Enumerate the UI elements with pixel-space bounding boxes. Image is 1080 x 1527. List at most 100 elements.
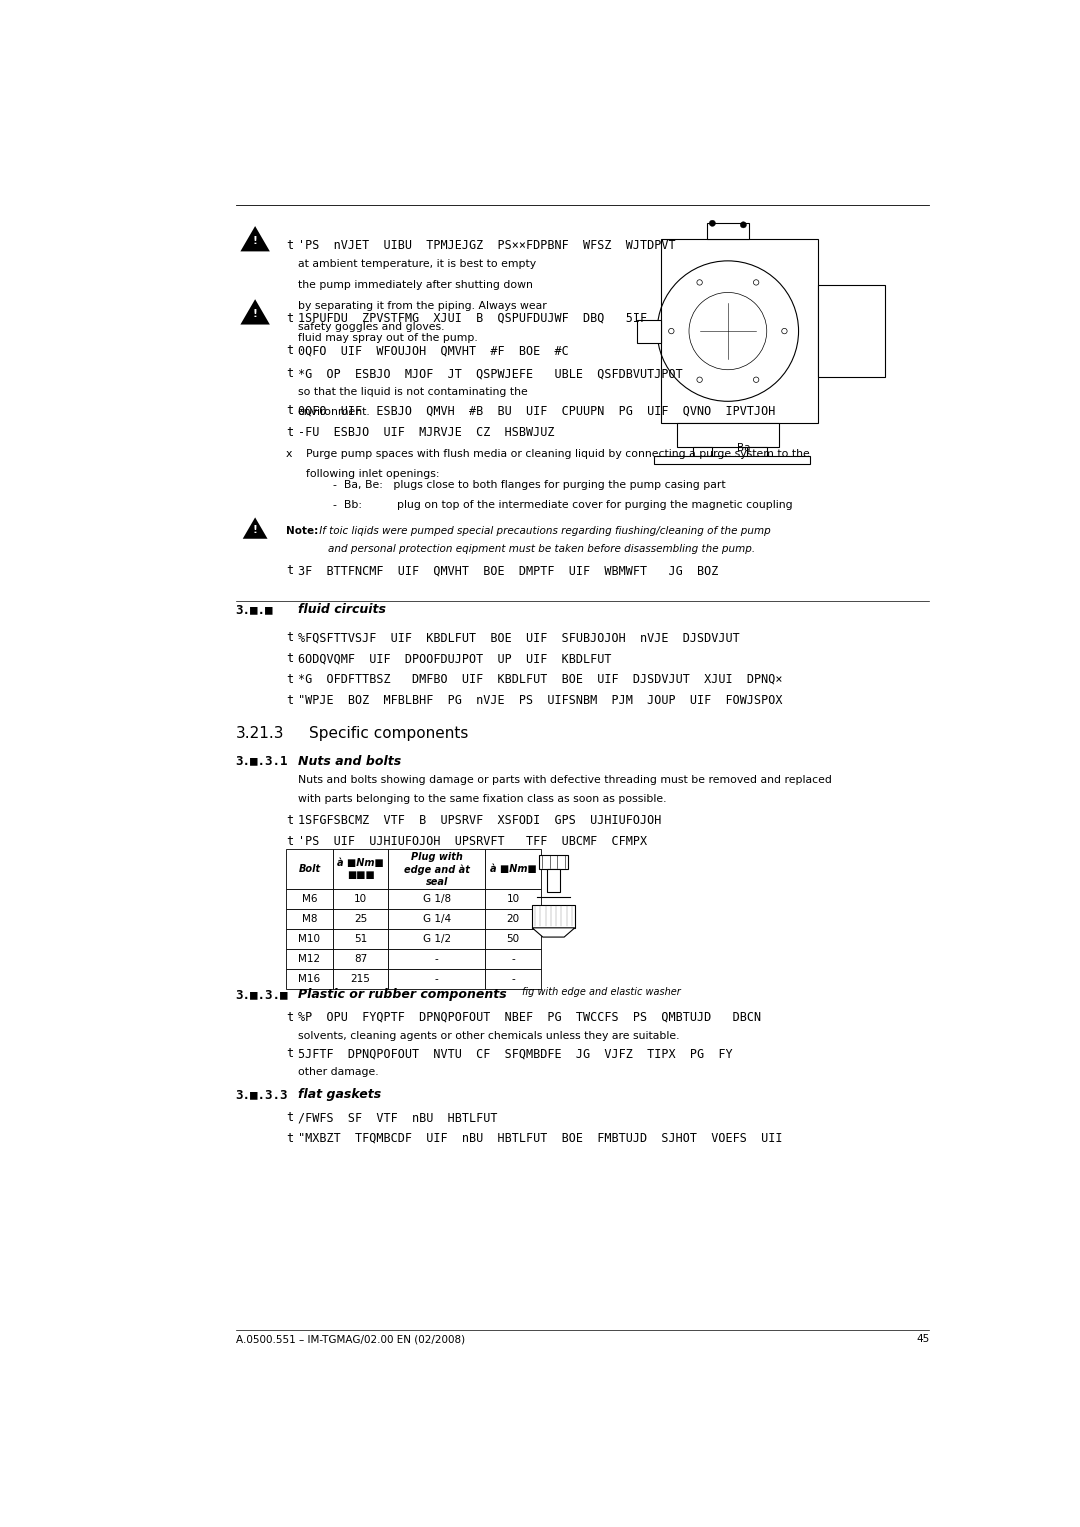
- Bar: [485, 889, 541, 910]
- Circle shape: [782, 328, 787, 334]
- Text: 3.■.3.3: 3.■.3.3: [235, 1089, 288, 1101]
- Text: t: t: [286, 1112, 294, 1124]
- Text: !: !: [253, 525, 257, 534]
- Bar: [546, 869, 561, 892]
- Text: G 1/2: G 1/2: [422, 935, 451, 944]
- Text: t: t: [286, 368, 294, 380]
- Text: 1SPUFDU  ZPVSTFMG  XJUI  B  QSPUFDUJWF  DBQ   5IF: 1SPUFDU ZPVSTFMG XJUI B QSPUFDUJWF DBQ 5…: [298, 312, 647, 325]
- Text: flat gaskets: flat gaskets: [298, 1089, 381, 1101]
- Text: and personal protection eqipment must be taken before disassembling the pump.: and personal protection eqipment must be…: [301, 544, 755, 554]
- Text: 0QFO  UIF  ESBJO  QMVH  #B  BU  UIF  CPUUPN  PG  UIF  QVNO  IPVTJOH: 0QFO UIF ESBJO QMVH #B BU UIF CPUUPN PG …: [298, 405, 775, 417]
- Text: 0QFO  UIF  WFOUJOH  QMVHT  #F  BOE  #C: 0QFO UIF WFOUJOH QMVHT #F BOE #C: [298, 344, 568, 357]
- Text: M12: M12: [298, 954, 321, 965]
- Text: t: t: [286, 693, 294, 707]
- Text: t: t: [286, 238, 294, 252]
- Text: t: t: [286, 565, 294, 577]
- Text: t: t: [286, 814, 294, 826]
- Text: 25: 25: [354, 915, 367, 924]
- Text: solvents, cleaning agents or other chemicals unless they are suitable.: solvents, cleaning agents or other chemi…: [298, 1031, 679, 1041]
- Bar: [661, 238, 818, 423]
- Text: seal: seal: [426, 876, 448, 887]
- Text: 3.■.3.■: 3.■.3.■: [235, 988, 288, 1000]
- Bar: [333, 950, 389, 970]
- Text: Plastic or rubber components: Plastic or rubber components: [298, 988, 507, 1000]
- Text: so that the liquid is not contaminating the: so that the liquid is not contaminating …: [298, 388, 527, 397]
- Text: 'PS  UIF  UJHIUFOJOH  UPSRVFT   TFF  UBCMF  CFMPX: 'PS UIF UJHIUFOJOH UPSRVFT TFF UBCMF CFM…: [298, 835, 647, 847]
- Text: 87: 87: [354, 954, 367, 965]
- Text: t: t: [286, 426, 294, 438]
- Bar: [485, 970, 541, 989]
- Text: *G  OP  ESBJO  MJOF  JT  QSPWJEFE   UBLE  QSFDBVUTJPOT: *G OP ESBJO MJOF JT QSPWJEFE UBLE QSFDBV…: [298, 368, 683, 380]
- Bar: [286, 930, 333, 950]
- Bar: [637, 319, 661, 342]
- Text: Specific components: Specific components: [309, 727, 469, 741]
- Text: t: t: [286, 405, 294, 417]
- Text: 20: 20: [507, 915, 519, 924]
- Bar: [485, 930, 541, 950]
- Text: 3.■.■: 3.■.■: [235, 603, 273, 615]
- Bar: [333, 849, 389, 889]
- Bar: [333, 889, 389, 910]
- Text: !: !: [253, 310, 257, 319]
- Text: Nuts and bolts showing damage or parts with defective threading must be removed : Nuts and bolts showing damage or parts w…: [298, 776, 832, 785]
- Text: at ambient temperature, it is best to empty: at ambient temperature, it is best to em…: [298, 260, 536, 269]
- Text: with parts belonging to the same fixation class as soon as possible.: with parts belonging to the same fixatio…: [298, 794, 666, 803]
- Text: à ■Nm■: à ■Nm■: [337, 858, 383, 869]
- Text: fig with edge and elastic washer: fig with edge and elastic washer: [523, 986, 681, 997]
- Text: t: t: [286, 1048, 294, 1060]
- Bar: [818, 286, 885, 377]
- Text: other damage.: other damage.: [298, 1067, 378, 1077]
- Bar: [389, 950, 485, 970]
- Text: à ■Nm■: à ■Nm■: [490, 864, 537, 875]
- Text: 3.21.3: 3.21.3: [235, 727, 284, 741]
- Text: 215: 215: [351, 974, 370, 985]
- Bar: [692, 446, 712, 457]
- Text: G 1/4: G 1/4: [422, 915, 451, 924]
- Bar: [286, 910, 333, 930]
- Text: 3F  BTTFNCMF  UIF  QMVHT  BOE  DMPTF  UIF  WBMWFT   JG  BOZ: 3F BTTFNCMF UIF QMVHT BOE DMPTF UIF WBMW…: [298, 565, 718, 577]
- Circle shape: [754, 279, 759, 286]
- Text: 'PS  nVJET  UIBU  TPMJEJGZ  PS××FDPBNF  WFSZ  WJTDPVT: 'PS nVJET UIBU TPMJEJGZ PS××FDPBNF WFSZ …: [298, 238, 675, 252]
- Bar: [677, 423, 779, 446]
- Text: 10: 10: [354, 895, 367, 904]
- Bar: [286, 849, 333, 889]
- Text: t: t: [286, 1011, 294, 1025]
- Bar: [706, 223, 750, 238]
- Text: -  Ba, Be:   plugs close to both flanges for purging the pump casing part: - Ba, Be: plugs close to both flanges fo…: [333, 479, 726, 490]
- Text: 45: 45: [916, 1335, 930, 1344]
- Text: M8: M8: [301, 915, 318, 924]
- Text: t: t: [286, 344, 294, 357]
- Text: 5JFTF  DPNQPOFOUT  NVTU  CF  SFQMBDFE  JG  VJFZ  TIPX  PG  FY: 5JFTF DPNQPOFOUT NVTU CF SFQMBDFE JG VJF…: [298, 1048, 732, 1060]
- Text: Plug with: Plug with: [410, 852, 463, 861]
- Bar: [286, 950, 333, 970]
- Text: fluid may spray out of the pump.: fluid may spray out of the pump.: [298, 333, 477, 342]
- Text: safety goggles and gloves.: safety goggles and gloves.: [298, 322, 444, 331]
- Text: -: -: [435, 974, 438, 985]
- Bar: [485, 849, 541, 889]
- Text: following inlet openings:: following inlet openings:: [306, 469, 438, 479]
- Bar: [286, 889, 333, 910]
- Text: t: t: [286, 1132, 294, 1145]
- Text: !: !: [253, 237, 257, 246]
- Text: %P  OPU  FYQPTF  DPNQPOFOUT  NBEF  PG  TWCCFS  PS  QMBTUJD   DBCN: %P OPU FYQPTF DPNQPOFOUT NBEF PG TWCCFS …: [298, 1011, 761, 1025]
- Text: Ba: Ba: [738, 443, 751, 452]
- Bar: [389, 930, 485, 950]
- Text: environment.: environment.: [298, 408, 370, 417]
- Bar: [389, 849, 485, 889]
- Text: Bolt: Bolt: [298, 864, 321, 875]
- Bar: [333, 910, 389, 930]
- Text: x: x: [286, 449, 293, 460]
- Text: If toic liqids were pumped special precautions regarding fiushing/cleaning of th: If toic liqids were pumped special preca…: [315, 525, 770, 536]
- Text: ■■■: ■■■: [347, 870, 375, 881]
- Circle shape: [754, 377, 759, 382]
- Polygon shape: [243, 518, 268, 539]
- Text: -  Bb:          plug on top of the intermediate cover for purging the magnetic c: - Bb: plug on top of the intermediate co…: [333, 501, 793, 510]
- Polygon shape: [241, 299, 270, 325]
- Text: 3.■.3.1: 3.■.3.1: [235, 754, 288, 768]
- Bar: [653, 457, 810, 464]
- Bar: [333, 970, 389, 989]
- Bar: [389, 910, 485, 930]
- Text: *G  OFDFTTBSZ   DMFBO  UIF  KBDLFUT  BOE  UIF  DJSDVJUT  XJUI  DPNQ×: *G OFDFTTBSZ DMFBO UIF KBDLFUT BOE UIF D…: [298, 673, 782, 686]
- Text: Purge pump spaces with flush media or cleaning liquid by connecting a purge syst: Purge pump spaces with flush media or cl…: [306, 449, 809, 460]
- Text: 51: 51: [354, 935, 367, 944]
